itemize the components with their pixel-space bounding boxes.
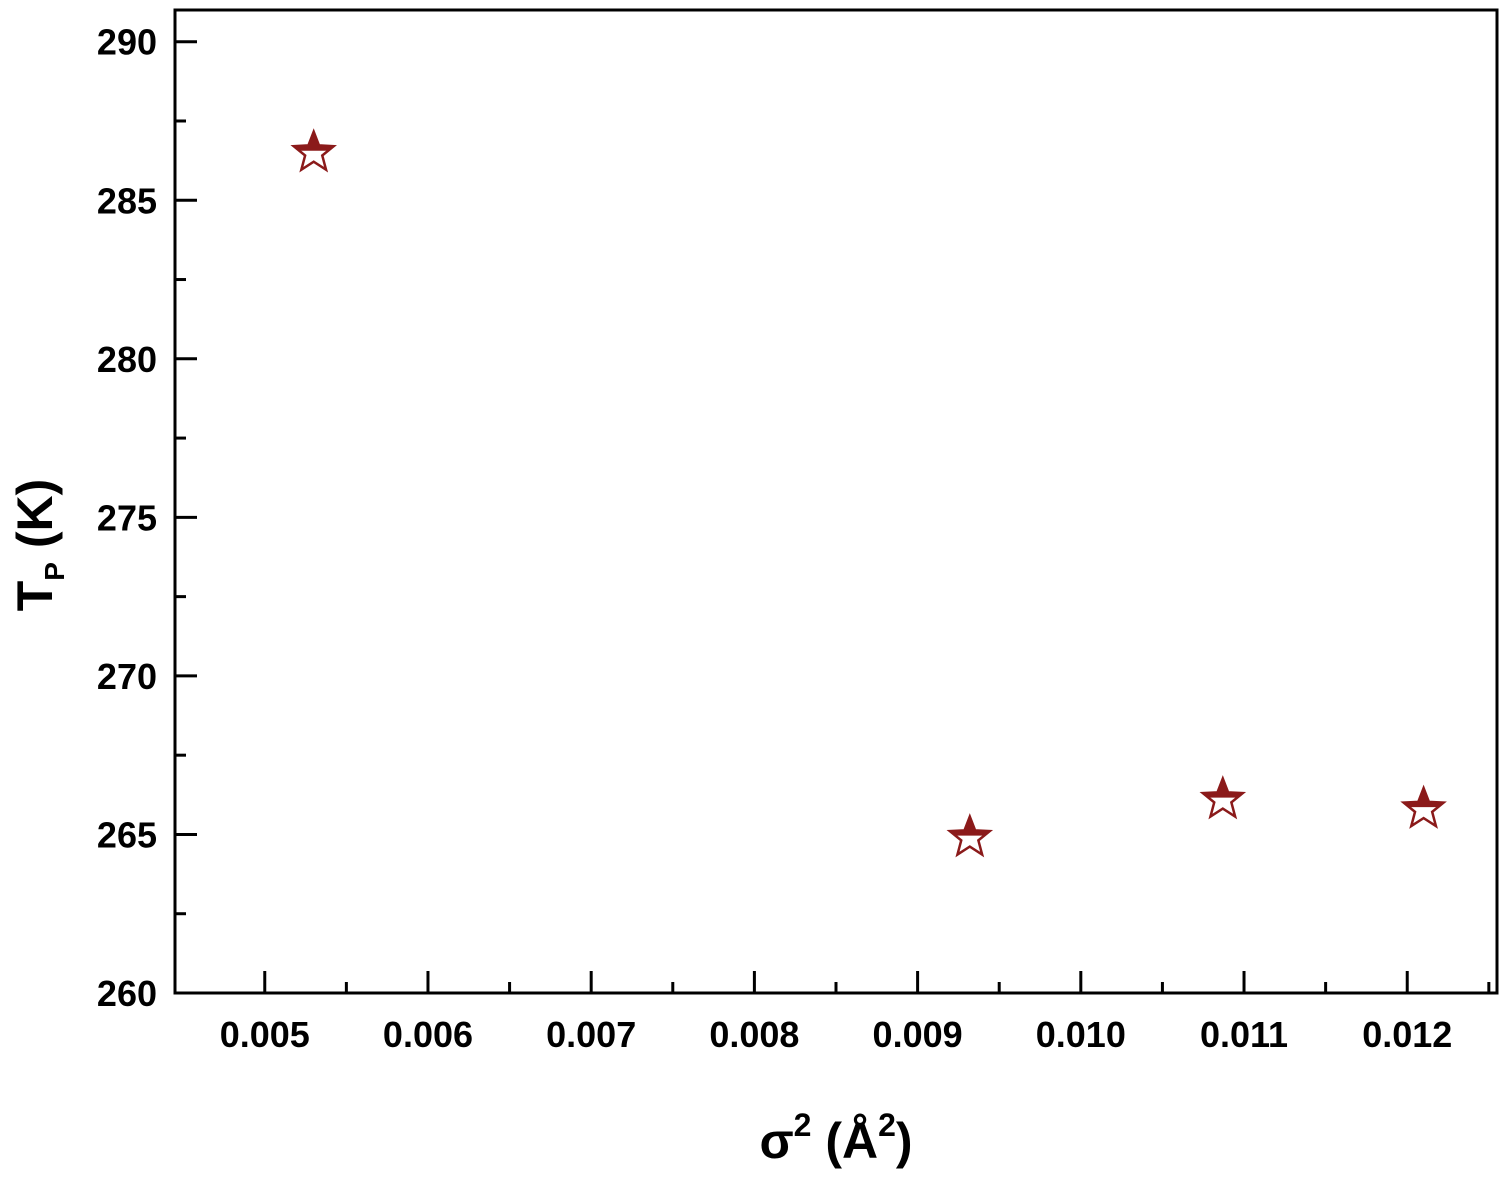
star-marker-outline [946,813,994,858]
x-tick-label: 0.008 [709,1014,799,1055]
y-tick-label: 265 [97,814,157,855]
x-axis-title-base: σ [759,1113,793,1169]
x-tick-label: 0.010 [1036,1014,1126,1055]
x-axis-title-unit-sup: 2 [878,1107,896,1143]
y-tick-label: 290 [97,22,157,63]
x-axis-ticks: 0.005 0.006 0.007 0.008 0.009 0.010 0.011 0.012 [220,971,1491,1055]
x-tick-label: 0.006 [383,1014,473,1055]
x-tick-label: 0.007 [546,1014,636,1055]
y-axis-title-unit: (K) [7,479,63,562]
plot-frame [173,8,1499,995]
x-tick-label: 0.011 [1200,1014,1288,1055]
x-axis-title-unit-close: ) [896,1113,913,1169]
data-point [1400,784,1447,829]
star-marker-outline [290,128,337,173]
x-axis-title: σ2 (Å2) [759,1107,912,1169]
data-point [290,128,337,173]
x-tick-label: 0.012 [1362,1014,1452,1055]
star-marker-outline [1199,775,1247,820]
data-point [946,813,994,858]
y-axis-title-base: T [7,581,63,612]
data-point [1199,775,1247,820]
x-axis-title-sup: 2 [794,1107,812,1143]
y-tick-label: 285 [97,180,157,221]
x-tick-label: 0.009 [873,1014,963,1055]
y-axis-ticks: 260 265 270 275 280 285 290 [97,22,197,1014]
y-tick-label: 280 [97,339,157,380]
data-points [290,128,1447,858]
x-tick-label: 0.005 [220,1014,310,1055]
y-tick-label: 275 [97,497,157,538]
x-axis-title-unit-open: (Å [811,1113,878,1169]
y-tick-label: 260 [97,973,157,1014]
y-axis-title: TP (K) [7,479,70,612]
y-tick-label: 270 [97,656,157,697]
star-marker-outline [1400,784,1447,829]
y-axis-title-sub: P [39,562,70,581]
